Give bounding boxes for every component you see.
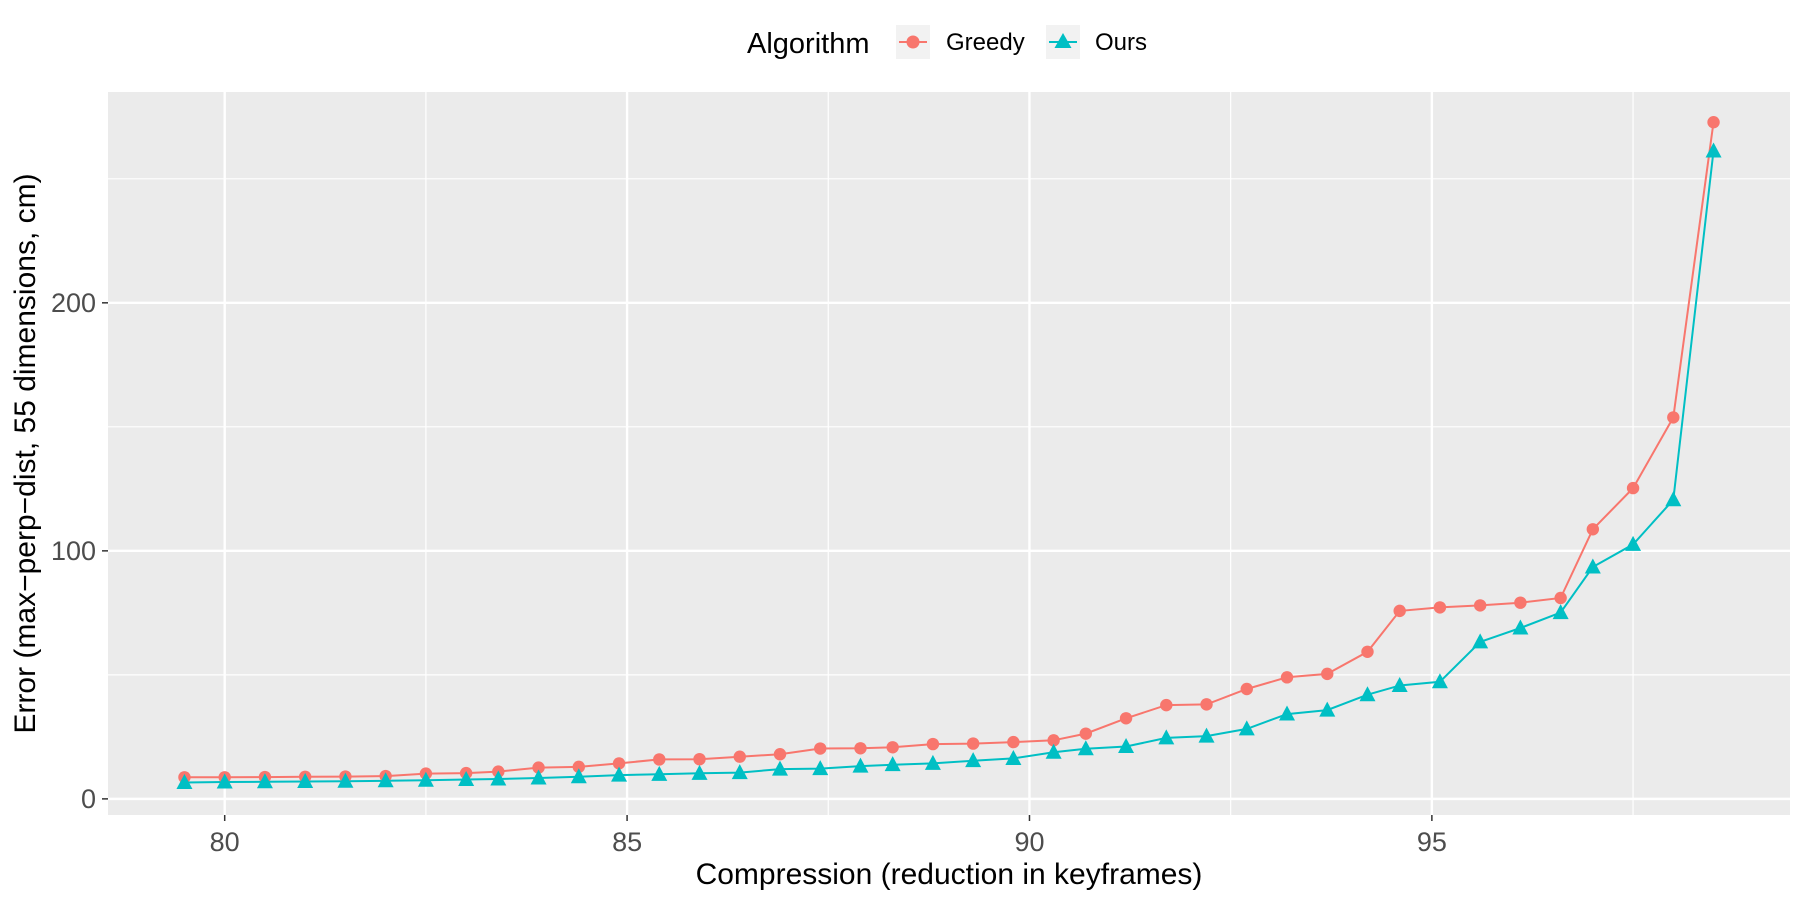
- point-ours: [1279, 705, 1296, 721]
- x-axis-title: Compression (reduction in keyframes): [696, 858, 1203, 891]
- point-ours: [1319, 701, 1336, 717]
- x-tick-label: 80: [210, 827, 240, 857]
- point-greedy: [1321, 667, 1334, 681]
- point-ours: [1118, 738, 1135, 754]
- point-greedy: [733, 750, 746, 763]
- point-greedy: [1707, 116, 1720, 129]
- point-greedy: [1667, 411, 1680, 424]
- point-ours: [216, 773, 233, 789]
- point-ours: [852, 757, 869, 773]
- series-line-greedy: [184, 122, 1715, 779]
- point-greedy: [1200, 698, 1213, 711]
- point-greedy: [1047, 734, 1060, 747]
- point-greedy: [1393, 604, 1406, 618]
- point-ours: [1391, 677, 1408, 693]
- plot-panel: [108, 92, 1790, 815]
- point-greedy: [814, 742, 827, 755]
- legend-title: Algorithm: [747, 28, 870, 60]
- point-greedy: [854, 742, 867, 755]
- point-ours: [884, 756, 901, 772]
- y-tick-label: 200: [51, 288, 96, 318]
- point-ours: [1552, 604, 1569, 620]
- point-ours: [611, 766, 628, 782]
- point-greedy: [653, 753, 666, 766]
- x-axis-ticks: 80 85 90 95: [210, 815, 1447, 857]
- legend: Algorithm Greedy Ours: [747, 25, 1147, 60]
- point-ours: [771, 760, 788, 776]
- point-ours: [1158, 729, 1175, 745]
- series-markers: [176, 116, 1722, 790]
- point-ours: [337, 772, 354, 788]
- y-axis-ticks: 0 100 200: [51, 288, 108, 814]
- point-greedy: [886, 741, 899, 754]
- point-greedy: [532, 761, 545, 774]
- point-ours: [1005, 749, 1022, 765]
- point-ours: [1512, 619, 1529, 635]
- point-ours: [490, 770, 507, 786]
- point-greedy: [773, 748, 787, 761]
- series-lines: [184, 122, 1715, 784]
- point-greedy: [1361, 645, 1374, 658]
- point-ours: [731, 764, 748, 780]
- point-ours: [691, 764, 708, 780]
- point-ours: [570, 768, 587, 784]
- point-ours: [812, 760, 829, 776]
- minor-gridlines: [108, 92, 1790, 815]
- series-line-ours: [184, 150, 1715, 784]
- major-gridlines: [108, 92, 1790, 815]
- point-greedy: [1626, 481, 1640, 495]
- x-tick-label: 95: [1417, 827, 1447, 857]
- point-ours: [1472, 633, 1489, 649]
- x-tick-label: 85: [612, 827, 642, 857]
- point-greedy: [1514, 596, 1527, 609]
- point-greedy: [1240, 682, 1253, 696]
- point-greedy: [966, 737, 980, 750]
- point-ours: [1077, 740, 1094, 756]
- y-tick-label: 0: [81, 784, 96, 814]
- point-ours: [1705, 142, 1722, 158]
- legend-marker-ours: [1054, 33, 1072, 48]
- point-ours: [458, 771, 475, 787]
- point-ours: [1359, 686, 1376, 702]
- point-ours: [1198, 727, 1215, 743]
- point-ours: [1625, 535, 1642, 551]
- point-ours: [1431, 673, 1448, 689]
- y-tick-label: 100: [51, 536, 96, 566]
- point-ours: [651, 765, 668, 781]
- point-ours: [256, 773, 273, 789]
- legend-label-greedy: Greedy: [946, 29, 1025, 56]
- point-ours: [417, 771, 434, 787]
- point-greedy: [693, 752, 706, 766]
- point-ours: [1665, 491, 1682, 507]
- point-greedy: [572, 760, 585, 774]
- point-greedy: [1119, 712, 1133, 725]
- point-greedy: [1433, 601, 1447, 614]
- point-ours: [1238, 720, 1255, 736]
- y-axis-title: Error (max−perp−dist, 55 dimensions, cm): [9, 173, 42, 733]
- legend-marker-greedy: [906, 35, 920, 49]
- point-ours: [924, 754, 941, 770]
- point-ours: [530, 769, 547, 785]
- x-tick-label: 90: [1014, 827, 1044, 857]
- legend-label-ours: Ours: [1095, 29, 1147, 56]
- point-greedy: [612, 757, 626, 770]
- point-ours: [1584, 558, 1601, 574]
- point-greedy: [1160, 698, 1173, 712]
- point-ours: [1045, 743, 1062, 759]
- point-ours: [377, 772, 394, 788]
- point-ours: [297, 773, 314, 789]
- point-greedy: [1280, 671, 1294, 684]
- point-greedy: [1079, 727, 1093, 740]
- point-greedy: [1473, 599, 1487, 612]
- point-greedy: [1554, 591, 1567, 605]
- point-ours: [965, 752, 982, 768]
- point-greedy: [1586, 523, 1600, 536]
- point-ours: [176, 774, 193, 790]
- point-greedy: [1007, 735, 1020, 749]
- point-greedy: [926, 737, 940, 751]
